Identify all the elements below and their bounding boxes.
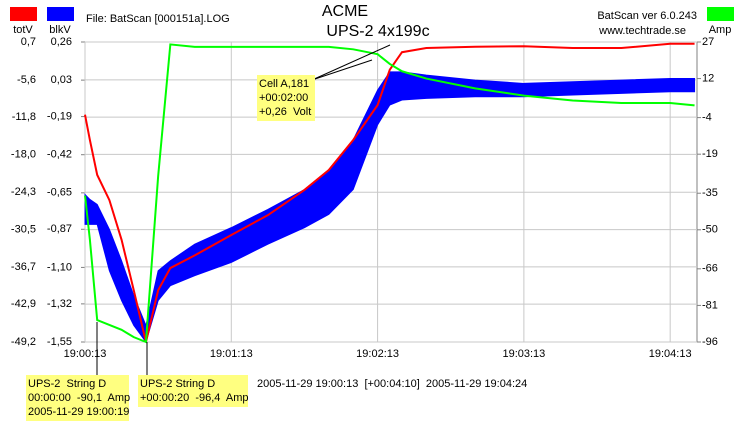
x-tick-label: 19:01:13	[210, 348, 253, 360]
x-tick-label: 19:03:13	[502, 348, 545, 360]
annotation-box	[26, 375, 129, 421]
y3-tick-label: -66	[702, 263, 718, 275]
legend-swatch	[47, 7, 74, 21]
annotation-text: UPS-2 String D	[140, 378, 215, 390]
y3-tick-label: -35	[702, 187, 718, 199]
y3-tick-label: -50	[702, 224, 718, 236]
y-tick-label: -36,7	[11, 261, 36, 273]
annotation-text: +00:00:20 -96,4 Amp	[140, 392, 249, 404]
series-line	[84, 43, 695, 344]
leader-line	[311, 59, 373, 81]
y-tick-label: -30,5	[11, 223, 36, 235]
legend-swatch	[10, 7, 37, 21]
y3-tick-label: -19	[702, 148, 718, 160]
annotation-box	[138, 375, 248, 407]
legend-swatch	[707, 7, 734, 21]
legend-label: totV	[13, 24, 33, 36]
y2-tick-label: -0,65	[47, 187, 72, 199]
y-tick-label: -11,8	[12, 111, 36, 123]
annotations: Cell A,181 +00:02:00 +0,26 Volt UPS-2 Strin…	[26, 44, 391, 421]
y3-tick-label: -81	[702, 299, 718, 311]
y-tick-label: 0,7	[21, 36, 36, 48]
annotation-text: +00:02:00	[259, 92, 308, 104]
x-tick-label: 19:02:13	[356, 348, 399, 360]
series-line	[84, 42, 695, 343]
footer: 2005-11-29 19:00:13 [+00:04:10] 2005-11-…	[257, 378, 527, 390]
chart-title: ACME	[322, 3, 368, 20]
annotation-box	[257, 75, 315, 121]
y2-tick-label: -1,32	[47, 298, 72, 310]
y-tick-label: -24,3	[11, 186, 36, 198]
y2-tick-label: -1,10	[47, 261, 72, 273]
annotation-text: 00:00:00 -90,1 Amp	[28, 392, 130, 404]
y-tick-label: -42,9	[11, 298, 36, 310]
legend-label: blkV	[49, 24, 71, 36]
y2-tick-label: -0,87	[47, 223, 72, 235]
grid: 0,7 -5,6 -11,8 -18,0 -24,3 -30,5 -36,7 -42,9 -49…	[11, 36, 718, 360]
y-tick-label: -49,2	[11, 336, 36, 348]
x-tick-label: 19:04:13	[649, 348, 692, 360]
marks	[84, 42, 696, 344]
annotation-text: Cell A,181	[259, 78, 309, 90]
x-tick-label: 19:00:13	[64, 348, 107, 360]
band	[84, 71, 696, 344]
legend-label: Amp	[709, 24, 732, 36]
chart-subtitle: UPS-2 4x199c	[326, 23, 429, 40]
file-name: File: BatScan [000151a].LOG	[86, 13, 230, 25]
y3-tick-label: 12	[702, 72, 714, 84]
y2-tick-label: -0,19	[47, 110, 72, 122]
website: www.techtrade.se	[598, 25, 686, 37]
y2-tick-label: -1,55	[47, 336, 72, 348]
annotation-text: +0,26 Volt	[259, 106, 311, 118]
version: BatScan ver 6.0.243	[597, 10, 697, 22]
y-tick-label: -5,6	[17, 74, 36, 86]
y2-tick-label: 0,03	[51, 74, 72, 86]
y3-tick-label: -4	[702, 112, 712, 124]
y3-tick-label: 27	[702, 36, 714, 48]
y-tick-label: -18,0	[11, 148, 36, 160]
annotation-text: UPS-2 String D	[28, 378, 106, 390]
y2-tick-label: -0,42	[47, 149, 72, 161]
annotation-text: 2005-11-29 19:00:19	[28, 406, 129, 418]
leader-line	[311, 44, 391, 81]
y2-tick-label: 0,26	[51, 36, 72, 48]
y3-tick-label: -96	[702, 336, 718, 348]
